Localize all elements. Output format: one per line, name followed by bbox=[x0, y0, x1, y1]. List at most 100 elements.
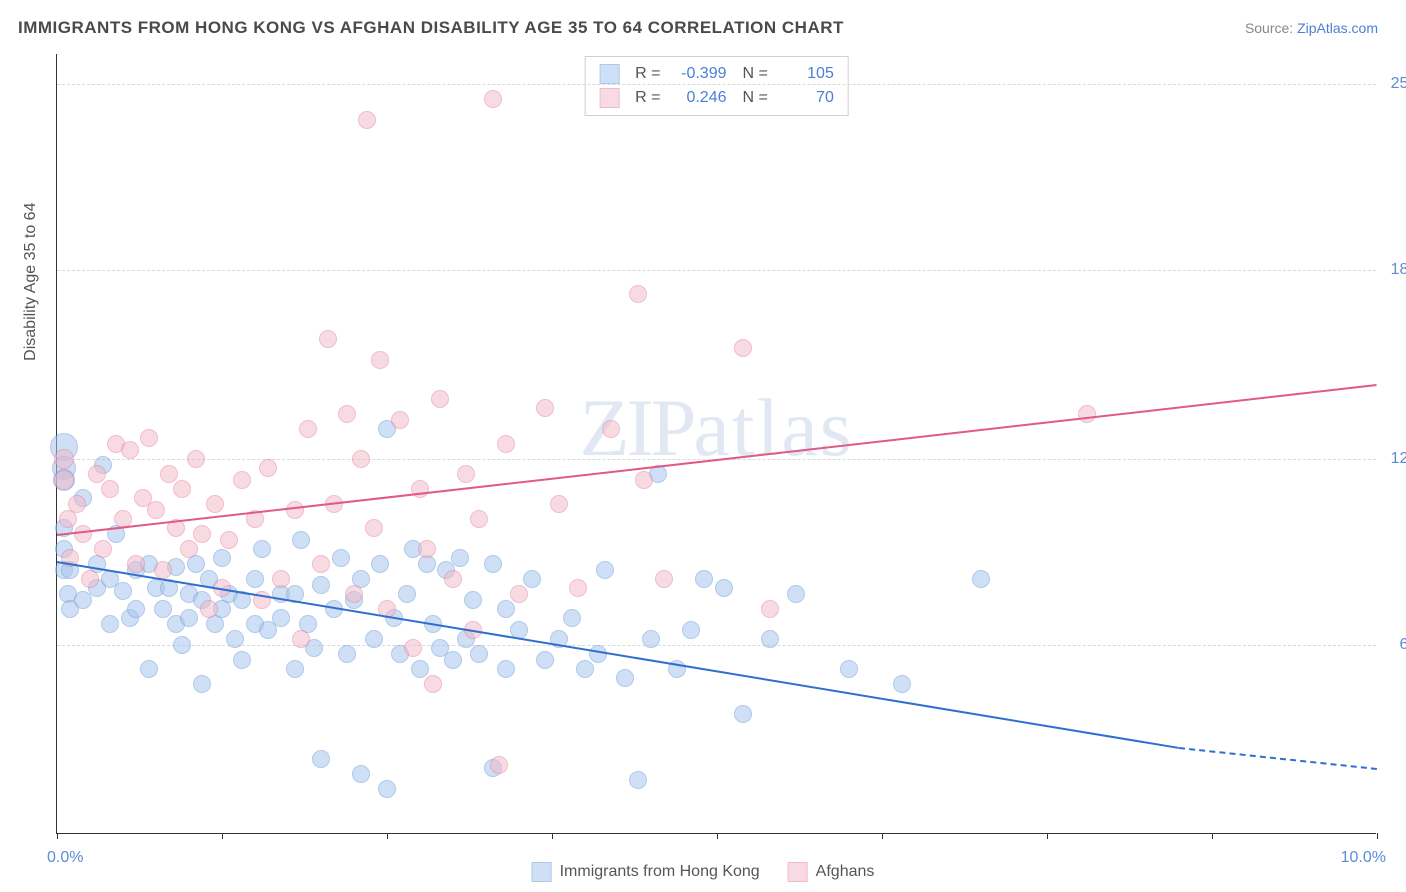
scatter-point-hk bbox=[682, 621, 700, 639]
scatter-point-hk bbox=[576, 660, 594, 678]
scatter-point-hk bbox=[193, 675, 211, 693]
y-axis-title: Disability Age 35 to 64 bbox=[22, 203, 40, 361]
stats-row-afghan: R =0.246N =70 bbox=[599, 86, 834, 110]
scatter-point-afghan bbox=[734, 339, 752, 357]
scatter-point-afghan bbox=[490, 756, 508, 774]
scatter-point-afghan bbox=[154, 561, 172, 579]
scatter-point-hk bbox=[114, 582, 132, 600]
scatter-point-hk bbox=[787, 585, 805, 603]
scatter-point-afghan bbox=[635, 471, 653, 489]
y-tick-label: 12.5% bbox=[1391, 450, 1406, 468]
legend-label: Immigrants from Hong Kong bbox=[560, 863, 760, 881]
n-value: 105 bbox=[778, 65, 834, 83]
scatter-point-afghan bbox=[312, 555, 330, 573]
legend-swatch bbox=[788, 862, 808, 882]
scatter-point-hk bbox=[642, 630, 660, 648]
scatter-point-afghan bbox=[74, 525, 92, 543]
scatter-point-afghan bbox=[510, 585, 528, 603]
scatter-point-hk bbox=[451, 549, 469, 567]
scatter-point-afghan bbox=[187, 450, 205, 468]
scatter-point-afghan bbox=[457, 465, 475, 483]
r-label: R = bbox=[635, 89, 660, 107]
scatter-point-afghan bbox=[1078, 405, 1096, 423]
y-tick-label: 18.8% bbox=[1391, 261, 1406, 279]
scatter-point-afghan bbox=[569, 579, 587, 597]
n-value: 70 bbox=[778, 89, 834, 107]
scatter-point-afghan bbox=[602, 420, 620, 438]
scatter-point-afghan bbox=[655, 570, 673, 588]
scatter-point-afghan bbox=[352, 450, 370, 468]
x-tick bbox=[717, 833, 718, 839]
scatter-point-afghan bbox=[470, 510, 488, 528]
r-value: 0.246 bbox=[671, 89, 727, 107]
scatter-point-hk bbox=[352, 765, 370, 783]
y-tick-label: 25.0% bbox=[1391, 75, 1406, 93]
scatter-point-afghan bbox=[424, 675, 442, 693]
scatter-point-afghan bbox=[338, 405, 356, 423]
scatter-point-hk bbox=[972, 570, 990, 588]
scatter-point-hk bbox=[464, 591, 482, 609]
scatter-point-hk bbox=[173, 636, 191, 654]
scatter-point-afghan bbox=[299, 420, 317, 438]
scatter-point-afghan bbox=[94, 540, 112, 558]
scatter-point-afghan bbox=[54, 470, 74, 490]
scatter-point-afghan bbox=[365, 519, 383, 537]
plot-area: ZIPatlas R =-0.399N =105R =0.246N =70 6.… bbox=[56, 54, 1376, 834]
source-link[interactable]: ZipAtlas.com bbox=[1297, 20, 1378, 36]
scatter-point-hk bbox=[523, 570, 541, 588]
scatter-point-hk bbox=[332, 549, 350, 567]
scatter-point-afghan bbox=[88, 465, 106, 483]
scatter-point-hk bbox=[338, 645, 356, 663]
legend-item-afghan: Afghans bbox=[788, 862, 875, 882]
n-label: N = bbox=[743, 65, 768, 83]
chart-title: IMMIGRANTS FROM HONG KONG VS AFGHAN DISA… bbox=[18, 18, 844, 38]
scatter-point-afghan bbox=[272, 570, 290, 588]
scatter-point-afghan bbox=[484, 90, 502, 108]
y-tick-label: 6.3% bbox=[1400, 636, 1406, 654]
scatter-point-afghan bbox=[550, 495, 568, 513]
x-tick bbox=[57, 833, 58, 839]
gridline bbox=[57, 270, 1376, 271]
scatter-point-afghan bbox=[193, 525, 211, 543]
scatter-point-afghan bbox=[68, 495, 86, 513]
trend-line bbox=[57, 384, 1377, 536]
scatter-point-hk bbox=[596, 561, 614, 579]
x-tick bbox=[552, 833, 553, 839]
scatter-point-afghan bbox=[140, 429, 158, 447]
scatter-point-hk bbox=[497, 660, 515, 678]
scatter-point-hk bbox=[536, 651, 554, 669]
scatter-point-afghan bbox=[319, 330, 337, 348]
scatter-point-afghan bbox=[444, 570, 462, 588]
scatter-point-hk bbox=[154, 600, 172, 618]
legend-label: Afghans bbox=[816, 863, 875, 881]
scatter-point-hk bbox=[180, 609, 198, 627]
x-tick bbox=[387, 833, 388, 839]
scatter-point-hk bbox=[563, 609, 581, 627]
scatter-point-afghan bbox=[761, 600, 779, 618]
scatter-point-afghan bbox=[160, 465, 178, 483]
legend-item-hk: Immigrants from Hong Kong bbox=[532, 862, 760, 882]
scatter-point-afghan bbox=[81, 570, 99, 588]
gridline bbox=[57, 84, 1376, 85]
scatter-point-afghan bbox=[259, 459, 277, 477]
source-attribution: Source: ZipAtlas.com bbox=[1245, 20, 1378, 36]
scatter-point-hk bbox=[312, 576, 330, 594]
bottom-legend: Immigrants from Hong Kong Afghans bbox=[532, 862, 875, 882]
scatter-point-hk bbox=[589, 645, 607, 663]
x-tick bbox=[882, 833, 883, 839]
gridline bbox=[57, 645, 1376, 646]
scatter-point-afghan bbox=[147, 501, 165, 519]
scatter-point-hk bbox=[616, 669, 634, 687]
stats-legend: R =-0.399N =105R =0.246N =70 bbox=[584, 56, 849, 116]
scatter-point-afghan bbox=[101, 480, 119, 498]
scatter-point-hk bbox=[246, 570, 264, 588]
x-axis-max-label: 10.0% bbox=[1341, 849, 1386, 867]
scatter-point-hk bbox=[629, 771, 647, 789]
scatter-point-hk bbox=[470, 645, 488, 663]
scatter-point-afghan bbox=[292, 630, 310, 648]
scatter-point-afghan bbox=[200, 600, 218, 618]
scatter-point-hk bbox=[695, 570, 713, 588]
scatter-point-hk bbox=[101, 615, 119, 633]
x-tick bbox=[1212, 833, 1213, 839]
scatter-point-afghan bbox=[629, 285, 647, 303]
